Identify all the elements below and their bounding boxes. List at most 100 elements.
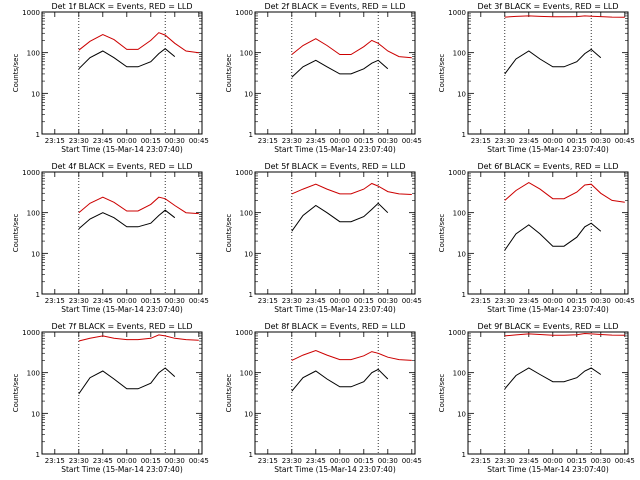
x-tick-label: 23:15 [45, 457, 65, 465]
x-tick-label: 23:45 [306, 137, 326, 145]
x-tick-label: 00:45 [615, 137, 635, 145]
lld-series-line [504, 15, 625, 18]
y-axis-label: Counts/sec [438, 54, 446, 93]
y-tick-label: 1 [36, 131, 40, 139]
x-tick-label: 00:30 [378, 457, 398, 465]
x-tick-label: 23:15 [471, 137, 491, 145]
x-tick-label: 00:30 [378, 297, 398, 305]
y-tick-label: 10 [244, 90, 253, 98]
lld-series-line [291, 38, 412, 59]
x-tick-label: 00:45 [189, 457, 209, 465]
plot-frame [41, 171, 203, 295]
x-tick-label: 00:30 [591, 297, 611, 305]
y-axis-label: Counts/sec [438, 374, 446, 413]
x-tick-label: 23:45 [93, 137, 113, 145]
y-axis-label: Counts/sec [12, 214, 20, 253]
y-axis-label: Counts/sec [438, 214, 446, 253]
x-axis-label: Start Time (15-Mar-14 23:07:40) [274, 145, 396, 154]
lld-series-line [291, 182, 412, 195]
y-tick-label: 1 [36, 291, 40, 299]
lld-series-line [78, 334, 199, 342]
chart-title: Det 5f BLACK = Events, RED = LLD [264, 162, 405, 171]
x-axis-label: Start Time (15-Mar-14 23:07:40) [61, 465, 183, 474]
chart-title: Det 3f BLACK = Events, RED = LLD [477, 2, 618, 11]
x-tick-label: 23:15 [471, 457, 491, 465]
x-axis-label: Start Time (15-Mar-14 23:07:40) [274, 465, 396, 474]
y-tick-label: 1000 [235, 329, 253, 337]
events-series-line [504, 222, 602, 251]
x-tick-label: 00:30 [378, 137, 398, 145]
x-tick-label: 00:15 [567, 137, 587, 145]
x-tick-label: 23:30 [69, 137, 89, 145]
x-tick-label: 23:15 [471, 297, 491, 305]
x-tick-label: 00:15 [354, 137, 374, 145]
y-tick-label: 10 [31, 250, 40, 258]
plot-frame [467, 171, 629, 295]
y-tick-label: 1 [249, 451, 253, 459]
x-tick-label: 00:00 [330, 137, 350, 145]
y-tick-label: 1000 [235, 169, 253, 177]
y-tick-label: 1000 [448, 169, 466, 177]
x-tick-label: 23:15 [258, 457, 278, 465]
plot-frame [41, 11, 203, 135]
chart-panel: Det 3f BLACK = Events, RED = LLD 1 10 100 10… [438, 2, 635, 154]
y-tick-label: 10 [31, 410, 40, 418]
x-tick-label: 00:30 [165, 137, 185, 145]
y-tick-label: 1 [462, 131, 466, 139]
x-tick-label: 23:30 [495, 457, 515, 465]
events-series-line [504, 367, 602, 390]
x-tick-label: 00:15 [567, 297, 587, 305]
y-tick-label: 100 [27, 370, 40, 378]
x-tick-label: 23:45 [306, 297, 326, 305]
plot-frame [41, 331, 203, 455]
x-tick-label: 23:30 [495, 297, 515, 305]
y-tick-label: 100 [240, 50, 253, 58]
x-tick-label: 00:00 [117, 297, 137, 305]
y-tick-label: 10 [457, 410, 466, 418]
chart-title: Det 1f BLACK = Events, RED = LLD [51, 2, 192, 11]
events-series-line [291, 202, 389, 232]
y-tick-label: 100 [453, 370, 466, 378]
y-tick-label: 100 [240, 210, 253, 218]
lld-series-line [78, 196, 199, 215]
chart-panel: Det 9f BLACK = Events, RED = LLD 1 10 100 10… [438, 322, 635, 474]
chart-panel: Det 2f BLACK = Events, RED = LLD 1 10 100 10… [225, 2, 422, 154]
x-tick-label: 00:30 [591, 457, 611, 465]
chart-title: Det 7f BLACK = Events, RED = LLD [51, 322, 192, 331]
chart-title: Det 2f BLACK = Events, RED = LLD [264, 2, 405, 11]
chart-panel: Det 5f BLACK = Events, RED = LLD 1 10 100 10… [225, 162, 422, 314]
lld-series-line [504, 182, 625, 203]
x-tick-label: 23:15 [258, 137, 278, 145]
x-tick-label: 00:45 [189, 297, 209, 305]
x-tick-label: 23:45 [519, 297, 539, 305]
lld-series-line [78, 32, 199, 54]
y-axis-label: Counts/sec [12, 54, 20, 93]
y-tick-label: 10 [457, 250, 466, 258]
events-series-line [291, 59, 389, 78]
y-tick-label: 10 [31, 90, 40, 98]
x-tick-label: 23:45 [519, 137, 539, 145]
y-tick-label: 1 [36, 451, 40, 459]
x-tick-label: 00:15 [567, 457, 587, 465]
x-tick-label: 23:30 [282, 457, 302, 465]
chart-panel: Det 8f BLACK = Events, RED = LLD 1 10 100 10… [225, 322, 422, 474]
x-tick-label: 00:00 [543, 297, 563, 305]
lld-series-line [504, 332, 625, 337]
y-tick-label: 1 [249, 131, 253, 139]
y-tick-label: 100 [27, 50, 40, 58]
x-tick-label: 00:15 [141, 297, 161, 305]
y-tick-label: 1000 [235, 9, 253, 17]
x-tick-label: 23:30 [282, 137, 302, 145]
y-tick-label: 10 [457, 90, 466, 98]
x-tick-label: 00:30 [165, 297, 185, 305]
chart-title: Det 9f BLACK = Events, RED = LLD [477, 322, 618, 331]
chart-title: Det 4f BLACK = Events, RED = LLD [51, 162, 192, 171]
x-tick-label: 23:30 [69, 297, 89, 305]
y-tick-label: 100 [240, 370, 253, 378]
x-tick-label: 00:15 [141, 457, 161, 465]
y-tick-label: 1000 [448, 329, 466, 337]
x-tick-label: 23:15 [258, 297, 278, 305]
plot-frame [254, 171, 416, 295]
events-series-line [291, 368, 389, 392]
